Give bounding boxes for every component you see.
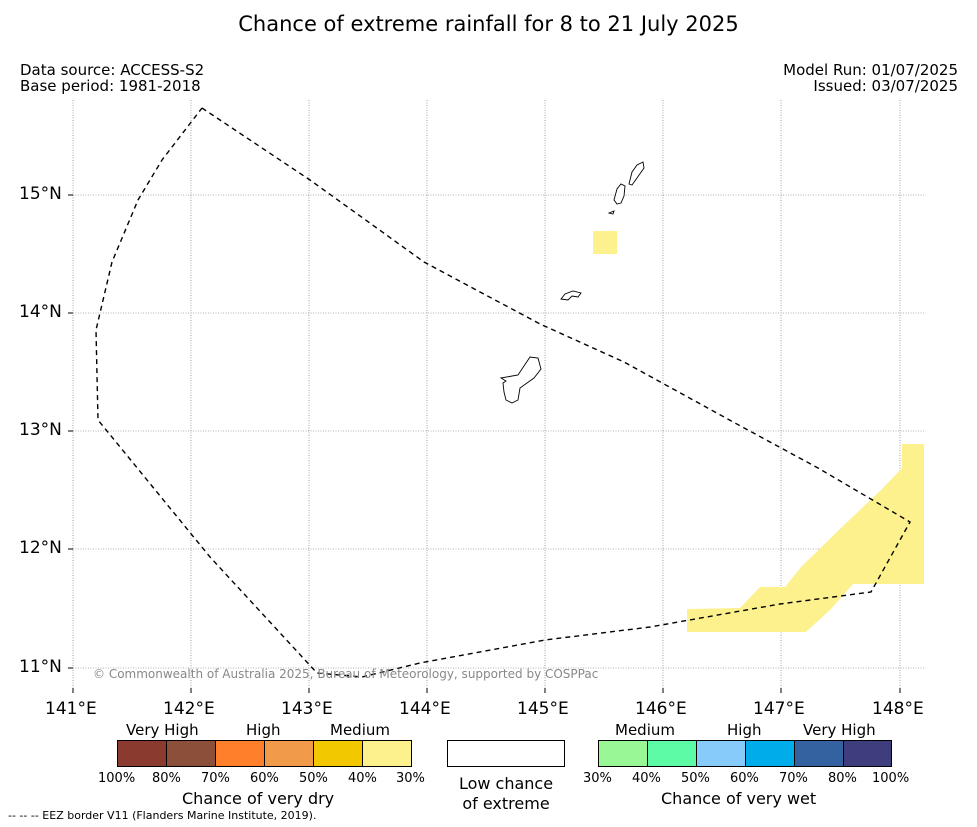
dry-swatch-80-70 [166, 740, 216, 767]
wet-tick-50: 50% [681, 771, 710, 786]
base-period-label: Base period: 1981-2018 [20, 77, 201, 95]
lon-label-141: 141°E [45, 699, 97, 719]
dry-swatch-60-50 [264, 740, 314, 767]
wet-swatch-70-80 [794, 740, 844, 767]
dry-tick-50: 50% [299, 771, 328, 786]
lat-label-13: 13°N [19, 420, 62, 440]
lat-label-11: 11°N [19, 657, 62, 677]
tick-marks [68, 194, 901, 693]
data-source-label: Data source: ACCESS-S2 [20, 61, 205, 79]
map-canvas [68, 100, 924, 693]
wet-swatch-30-40 [598, 740, 648, 767]
dry-category-very-high: Very High [126, 721, 199, 739]
wet-tick-100: 100% [872, 771, 910, 786]
lon-label-145: 145°E [517, 699, 569, 719]
dry-swatch-70-60 [215, 740, 265, 767]
lon-label-147: 147°E [753, 699, 805, 719]
lat-label-15: 15°N [19, 184, 62, 204]
map-title: Chance of extreme rainfall for 8 to 21 J… [238, 12, 739, 36]
rota-island [560, 290, 582, 301]
model-run-label: Model Run: 01/07/2025 [783, 61, 958, 79]
wet-category-medium: Medium [615, 721, 675, 739]
wet-category-high: High [727, 721, 762, 739]
gridlines [72, 100, 924, 688]
issued-label: Issued: 03/07/2025 [813, 77, 958, 95]
lon-label-143: 143°E [281, 699, 333, 719]
dry-swatch-100-80 [117, 740, 167, 767]
dry-category-medium: Medium [330, 721, 390, 739]
guam-island [499, 356, 542, 404]
dry-category-high: High [246, 721, 281, 739]
wet-tick-60: 60% [730, 771, 759, 786]
low-chance-label-line1: Low chance [458, 774, 554, 793]
tinian-island [613, 183, 626, 205]
dry-tick-70: 70% [201, 771, 230, 786]
lat-label-14: 14°N [19, 302, 62, 322]
wet-swatch-60-70 [745, 740, 795, 767]
lon-label-142: 142°E [163, 699, 215, 719]
saipan-island [628, 161, 645, 186]
lat-label-12: 12°N [19, 538, 62, 558]
dry-tick-30: 30% [396, 771, 425, 786]
low-chance-label-line2: of extreme [462, 794, 550, 813]
wet-tick-30: 30% [583, 771, 612, 786]
low-chance-swatch [447, 740, 565, 767]
wet-tick-70: 70% [779, 771, 808, 786]
lon-label-148: 148°E [872, 699, 924, 719]
forecast-areas [593, 231, 924, 632]
wet-swatch-80-100 [843, 740, 892, 767]
dry-tick-40: 40% [348, 771, 377, 786]
dry-swatch-50-40 [313, 740, 363, 767]
dry-swatch-40-30 [362, 740, 412, 767]
wet-swatch-50-60 [696, 740, 746, 767]
wet-legend-title: Chance of very wet [661, 789, 817, 808]
aguijan-island [607, 210, 615, 215]
wet-tick-80: 80% [828, 771, 857, 786]
eez-border-note: -- -- -- EEZ border V11 (Flanders Marine… [8, 809, 317, 822]
wet-swatch-40-50 [647, 740, 697, 767]
wet-category-very-high: Very High [803, 721, 876, 739]
dry-tick-60: 60% [250, 771, 279, 786]
dry-legend-title: Chance of very dry [182, 789, 335, 808]
islands [499, 161, 645, 404]
forecast-area-north [593, 231, 617, 254]
forecast-area-southeast [687, 444, 924, 632]
dry-tick-100: 100% [98, 771, 136, 786]
lon-label-144: 144°E [399, 699, 451, 719]
copyright-notice: © Commonwealth of Australia 2025, Bureau… [93, 667, 599, 681]
wet-tick-40: 40% [632, 771, 661, 786]
lon-label-146: 146°E [635, 699, 687, 719]
dry-tick-80: 80% [152, 771, 181, 786]
